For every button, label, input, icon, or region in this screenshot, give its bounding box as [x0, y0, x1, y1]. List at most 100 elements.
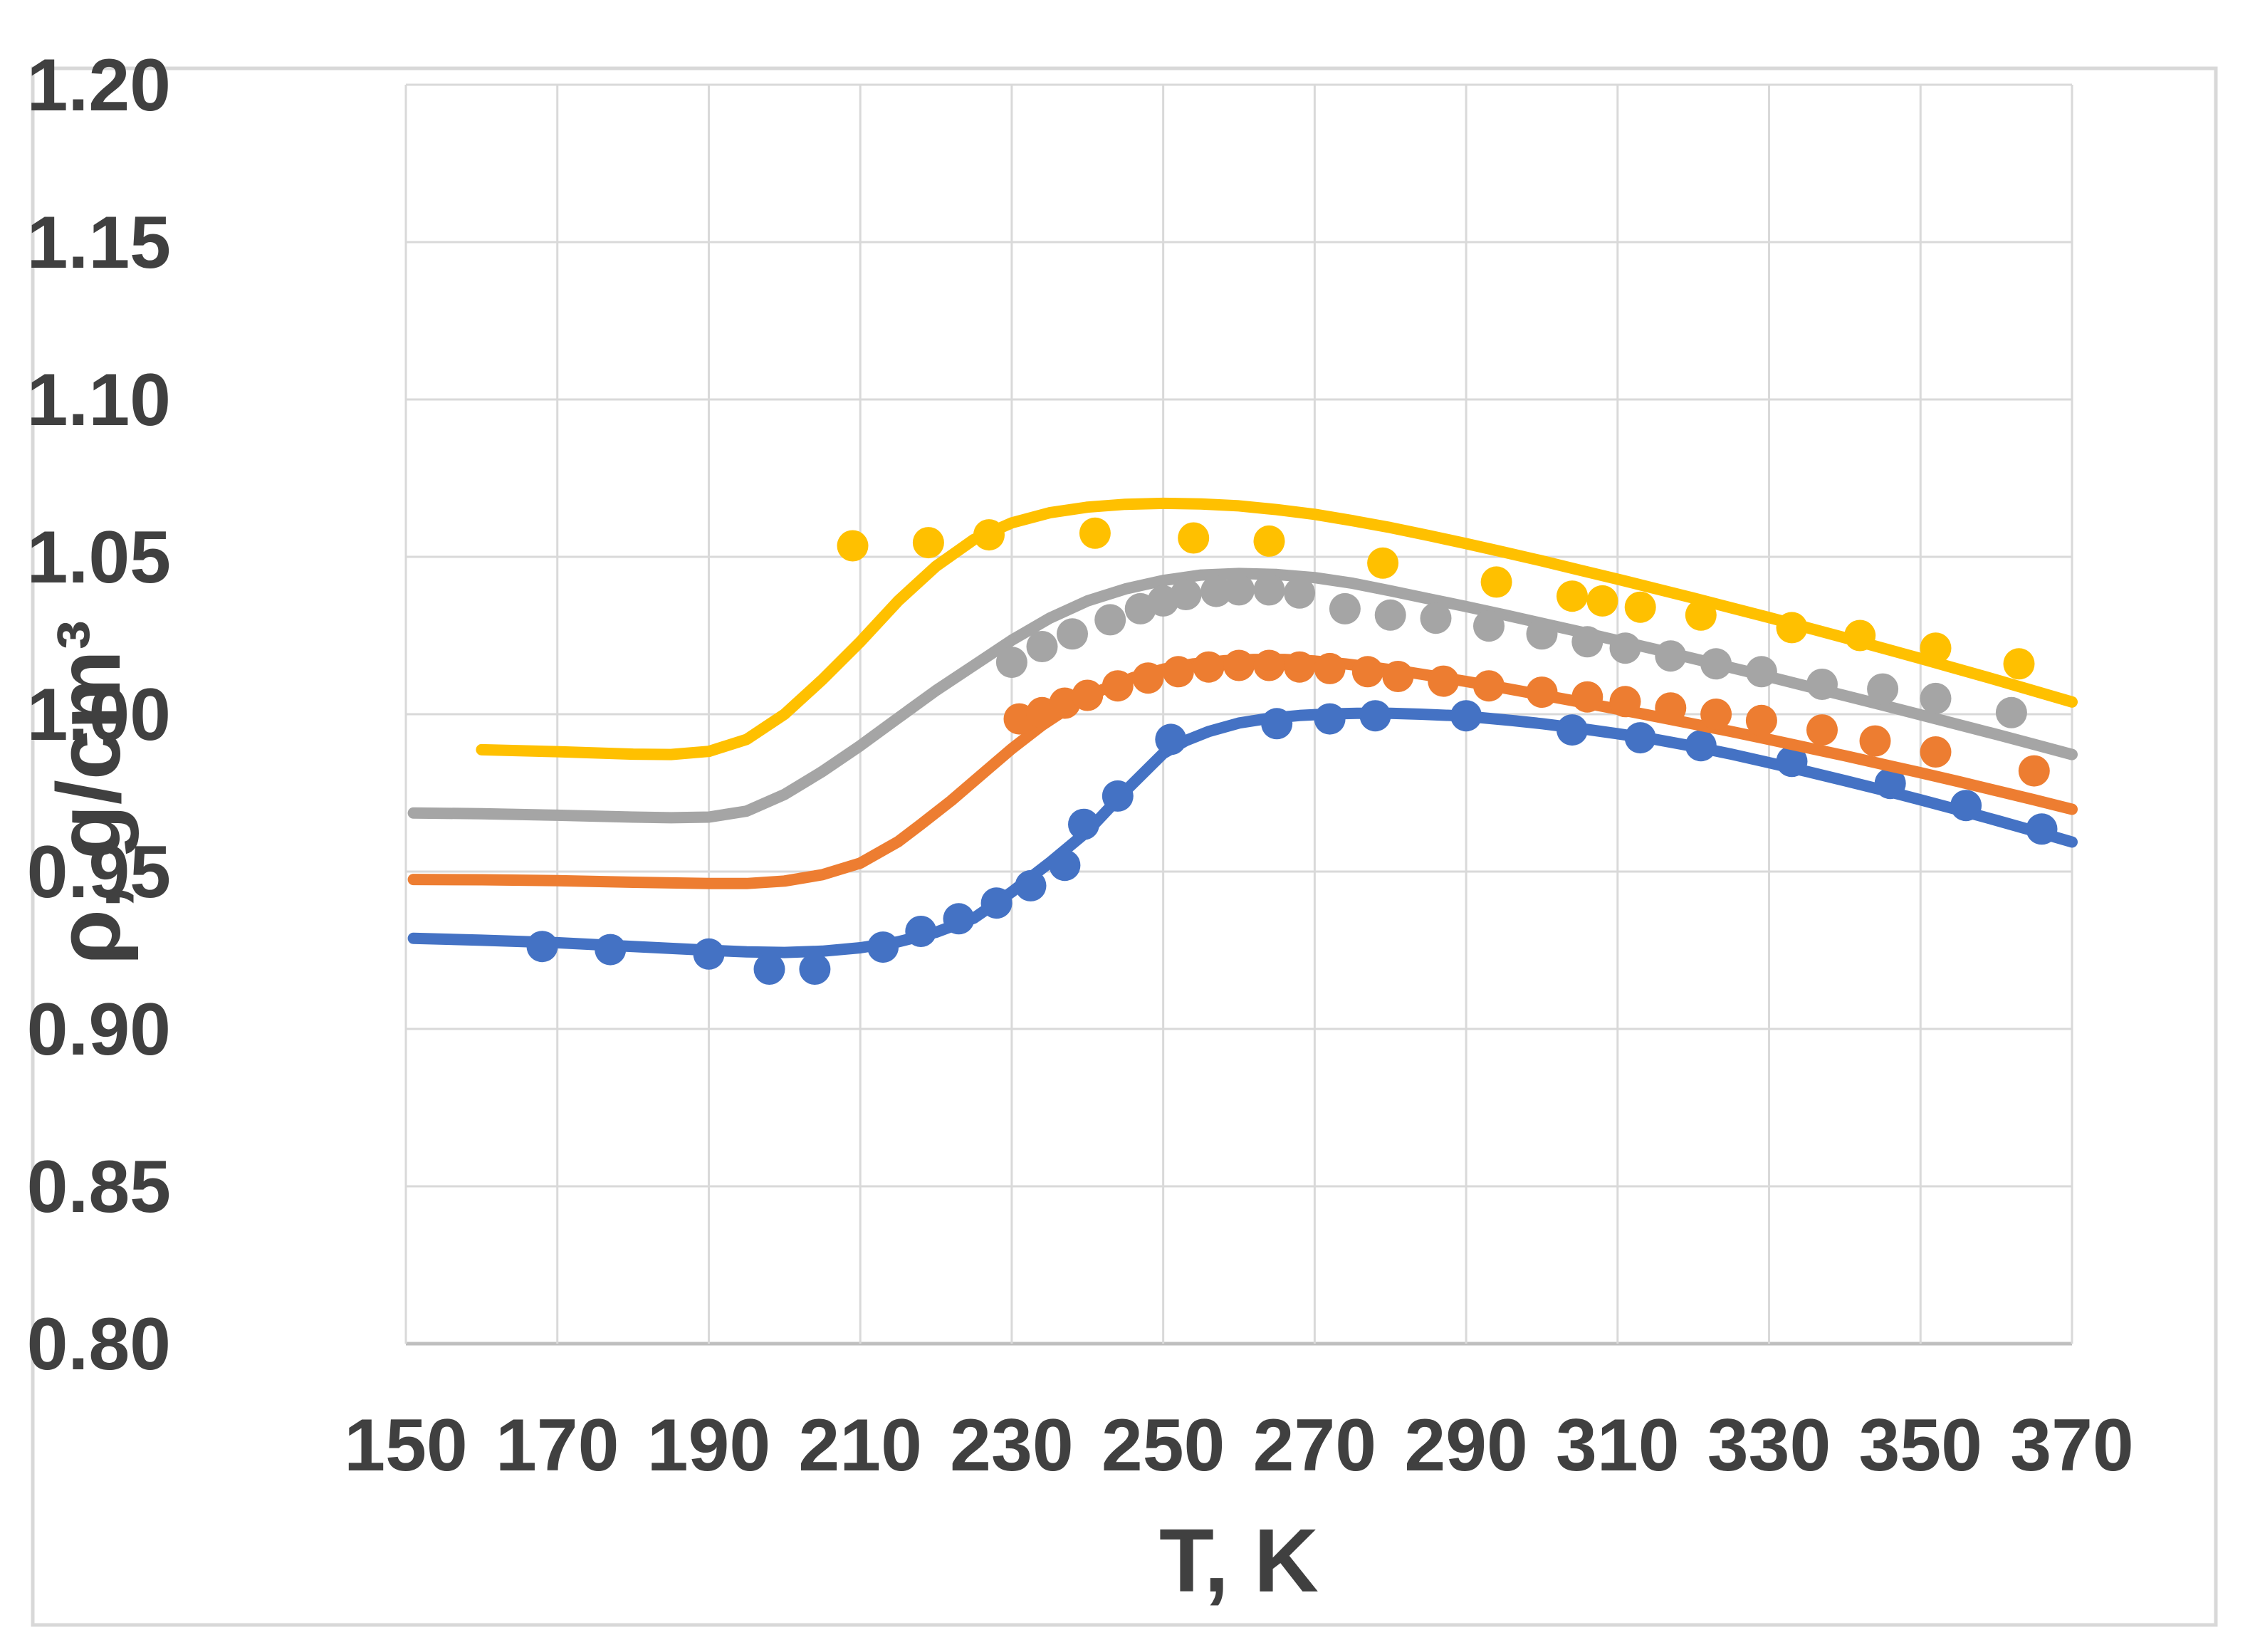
y-axis-title: ρ, g/cm³: [38, 620, 139, 965]
series-gray-point: [1329, 592, 1361, 624]
series-blue-point: [526, 931, 558, 963]
series-yellow-point: [973, 519, 1005, 551]
y-tick-label-1.15: 1.15: [27, 202, 171, 284]
series-orange-point: [1745, 704, 1777, 736]
series-orange-point: [1655, 692, 1687, 724]
series-orange-point: [1072, 679, 1104, 711]
series-blue-point: [1155, 723, 1187, 756]
series-gray-point: [1526, 618, 1558, 650]
series-yellow-point: [1624, 591, 1656, 623]
series-blue-point: [1314, 703, 1346, 735]
series-gray-point: [1920, 682, 1952, 714]
plot-series: [407, 497, 2078, 985]
series-gray-point: [1253, 574, 1285, 606]
series-blue-point: [1950, 790, 1982, 822]
figure-border-rect: [31, 66, 2218, 1627]
series-gray-point: [1200, 575, 1233, 607]
y-tick-label-1.00: 1.00: [27, 674, 171, 756]
x-tick-label-150: 150: [344, 1404, 468, 1487]
series-gray-point: [1094, 604, 1126, 636]
series-orange-fit-line: [407, 654, 2078, 889]
series-gray-point: [1026, 631, 1058, 662]
series-orange-point: [2018, 755, 2050, 787]
series-orange-point: [1920, 736, 1952, 768]
series-gray-point: [1571, 626, 1603, 658]
series-orange-point: [1132, 662, 1164, 694]
x-tick-label-370: 370: [2010, 1404, 2134, 1487]
series-blue-point: [1685, 730, 1717, 762]
series-orange: [407, 649, 2078, 889]
x-tick-label-250: 250: [1102, 1404, 1225, 1487]
series-yellow-point: [1253, 525, 1285, 557]
series-gray-point: [1284, 577, 1316, 609]
series-yellow: [476, 497, 2078, 760]
series-yellow-point: [1844, 620, 1876, 652]
series-blue-point: [1450, 700, 1482, 732]
x-axis-title: T, K: [1159, 1510, 1319, 1611]
x-tick-label-210: 210: [798, 1404, 922, 1487]
y-tick-label-1.05: 1.05: [27, 516, 171, 599]
series-blue-point: [1874, 768, 1906, 800]
series-blue-point: [1102, 780, 1134, 812]
y-tick-label-0.85: 0.85: [27, 1146, 171, 1228]
series-orange-point: [1102, 670, 1134, 702]
x-tick-label-170: 170: [496, 1404, 619, 1487]
series-orange-point: [1162, 656, 1194, 688]
series-yellow-point: [1920, 632, 1952, 664]
x-tick-label-350: 350: [1859, 1404, 1983, 1487]
y-tick-label-1.10: 1.10: [27, 359, 171, 441]
series-orange-point: [1571, 681, 1603, 713]
series-gray-point: [1057, 618, 1088, 650]
figure-border: [31, 66, 2218, 1627]
series-blue-point: [799, 953, 831, 985]
series-orange-point: [1700, 699, 1732, 730]
y-tick-label-0.95: 0.95: [27, 831, 171, 914]
series-blue-point: [1068, 808, 1099, 840]
series-yellow-point: [912, 527, 944, 559]
series-orange-point: [1526, 676, 1558, 709]
series-blue-point: [1015, 869, 1047, 901]
series-orange-point: [1351, 656, 1383, 688]
y-tick-label-1.20: 1.20: [27, 44, 171, 127]
series-gray-point: [1700, 648, 1732, 680]
series-gray-point: [1867, 673, 1899, 705]
series-blue-point: [2026, 813, 2058, 845]
series-blue-point: [693, 938, 725, 970]
x-tick-label-290: 290: [1404, 1404, 1528, 1487]
axis-tick-labels: 1.20 1.15 1.10 1.05 1.00 0.95 0.90 0.85 0.80 150 1…: [27, 44, 2134, 1487]
series-blue-point: [867, 931, 899, 963]
x-tick-label-330: 330: [1707, 1404, 1831, 1487]
series-gray-point: [1223, 574, 1255, 606]
series-blue-point: [1049, 849, 1081, 882]
series-gray-point: [1655, 640, 1687, 672]
series-yellow-point: [1367, 547, 1399, 579]
series-blue-point: [943, 903, 975, 935]
series-blue-point: [1776, 746, 1808, 778]
series-blue-point: [1261, 708, 1293, 740]
series-gray-point: [1473, 610, 1505, 642]
series-blue-point: [1624, 722, 1656, 754]
series-blue-point: [1556, 714, 1588, 746]
series-orange-point: [1473, 670, 1505, 702]
x-tick-label-190: 190: [647, 1404, 771, 1487]
series-blue-point: [1359, 700, 1391, 732]
series-gray-point: [1609, 632, 1641, 664]
series-orange-point: [1223, 649, 1255, 681]
series-yellow-point: [1480, 566, 1512, 598]
series-orange-point: [1284, 651, 1316, 683]
series-orange-point: [1609, 686, 1641, 718]
series-yellow-point: [1586, 585, 1618, 617]
series-gray-point: [1806, 669, 1838, 700]
series-orange-point: [1193, 651, 1225, 683]
x-tick-label-270: 270: [1253, 1404, 1377, 1487]
x-tick-label-310: 310: [1556, 1404, 1680, 1487]
series-yellow-point: [1685, 599, 1717, 631]
series-gray: [407, 568, 2078, 824]
series-blue-point: [595, 934, 627, 966]
series-blue-point: [753, 953, 785, 985]
series-blue-point: [980, 887, 1013, 919]
series-orange-point: [1859, 725, 1891, 757]
series-gray-point: [1420, 602, 1452, 634]
y-tick-label-0.80: 0.80: [27, 1303, 171, 1386]
